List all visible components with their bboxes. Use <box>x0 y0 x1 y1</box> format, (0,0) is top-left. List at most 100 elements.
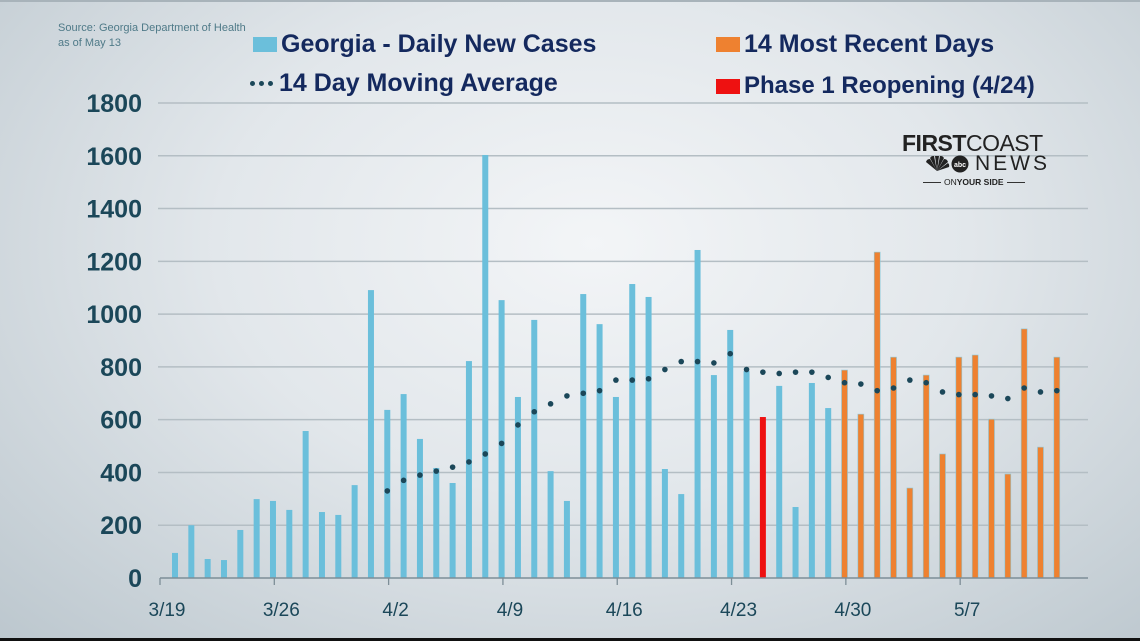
dotted-line-icon <box>250 81 273 86</box>
avg-point-4/27 <box>809 369 815 375</box>
y-tick-label: 200 <box>100 512 142 540</box>
avg-point-4/1 <box>384 488 391 494</box>
bar-5/3 <box>906 487 914 579</box>
y-tick-label: 800 <box>100 354 142 382</box>
legend-moving-average: 14 Day Moving Average <box>250 69 558 98</box>
y-tick-label: 600 <box>100 407 142 435</box>
avg-point-4/10 <box>531 408 538 415</box>
abc-icon: abc <box>951 155 969 173</box>
bar-3/30 <box>351 485 358 578</box>
bar-3/24 <box>253 499 260 578</box>
abc-text: abc <box>954 162 966 169</box>
bar-3/20 <box>188 525 195 578</box>
bar-4/5 <box>449 483 456 578</box>
y-tick-label: 1200 <box>86 248 142 276</box>
avg-point-4/30 <box>858 381 864 387</box>
bar-3/29 <box>335 514 342 578</box>
peacock-icon <box>926 156 950 171</box>
avg-point-5/1 <box>874 387 880 394</box>
avg-point-5/3 <box>907 377 913 383</box>
avg-point-4/16 <box>629 377 636 383</box>
logo-tagline: ON YOUR SIDE <box>920 177 1028 187</box>
bar-5/6 <box>955 356 963 579</box>
avg-point-4/20 <box>694 358 701 365</box>
bar-4/3 <box>416 438 423 578</box>
bar-4/30 <box>857 413 865 579</box>
bar-4/14 <box>596 324 603 578</box>
bar-4/13 <box>580 294 587 578</box>
bar-3/26 <box>286 509 293 578</box>
logo-coast: COAST <box>965 130 1043 156</box>
bar-3/28 <box>318 512 325 578</box>
avg-point-5/11 <box>1037 389 1044 395</box>
bar-4/20 <box>694 249 701 578</box>
y-axis-ticks: 0 200 400 600 800 1000 1200 1400 1600 1800 <box>86 90 142 593</box>
x-tick-label: 4/2 <box>382 600 408 621</box>
avg-point-4/6 <box>466 459 472 465</box>
avg-point-5/7 <box>972 391 978 398</box>
legend-swatch-red <box>716 78 740 94</box>
y-tick-label: 1800 <box>86 90 142 118</box>
bar-3/25 <box>269 500 276 578</box>
bar-4/28 <box>825 408 832 578</box>
avg-point-4/19 <box>678 358 685 365</box>
bar-3/21 <box>204 559 211 578</box>
tagline-your-side: YOUR SIDE <box>956 177 1004 187</box>
bar-4/15 <box>612 396 619 578</box>
bar-4/7 <box>482 154 489 578</box>
bar-4/29 <box>841 369 848 579</box>
avg-point-4/15 <box>613 377 619 383</box>
x-tick-label: 4/16 <box>606 600 643 621</box>
x-tick-label: 3/26 <box>263 600 300 621</box>
bar-5/7 <box>971 354 979 579</box>
avg-point-5/2 <box>890 385 897 391</box>
x-tick-label: 4/30 <box>834 600 871 621</box>
first-coast-news-logo: FIRSTCOAST abc NEWS ON YOUR SIDE <box>902 131 1067 189</box>
legend-phase1: Phase 1 Reopening (4/24) <box>716 72 1035 100</box>
legend-swatch-orange <box>716 37 740 52</box>
bar-4/2 <box>400 394 407 578</box>
avg-point-4/25 <box>776 370 783 377</box>
avg-point-4/13 <box>580 390 587 397</box>
avg-point-4/17 <box>645 375 652 382</box>
bar-4/1 <box>384 409 391 578</box>
avg-point-5/4 <box>923 379 929 386</box>
source-line: Source: Georgia Department of Health <box>58 22 246 34</box>
legend-label: 14 Day Moving Average <box>279 69 558 97</box>
avg-point-4/11 <box>547 401 554 407</box>
bar-4/9 <box>514 396 521 578</box>
legend-label: 14 Most Recent Days <box>744 30 995 58</box>
bar-4/26 <box>792 507 799 578</box>
logo-news-row: abc NEWS <box>924 153 1050 175</box>
source-note: Source: Georgia Department of Health as … <box>58 21 246 51</box>
avg-point-5/9 <box>1005 395 1011 402</box>
y-tick-label: 1400 <box>86 196 142 224</box>
y-tick-label: 0 <box>128 565 142 593</box>
bottom-border <box>0 638 1140 641</box>
bar-4/22 <box>727 329 734 578</box>
avg-point-4/18 <box>662 366 668 373</box>
bar-5/5 <box>939 453 946 579</box>
bar-3/31 <box>367 290 374 578</box>
source-date: as of May 13 <box>58 37 121 49</box>
bar-4/8 <box>498 300 505 578</box>
bar-3/27 <box>302 431 309 578</box>
avg-point-4/5 <box>449 464 456 470</box>
bar-4/23 <box>743 371 750 578</box>
bar-4/27 <box>808 382 815 578</box>
bar-4/18 <box>661 469 668 578</box>
bar-4/16 <box>629 284 636 578</box>
y-tick-label: 400 <box>100 459 142 487</box>
bar-5/10 <box>1020 328 1028 579</box>
bars <box>172 154 1061 579</box>
bar-4/10 <box>531 319 538 578</box>
avg-point-4/4 <box>433 468 440 474</box>
bar-4/12 <box>563 500 570 578</box>
bar-4/11 <box>547 471 554 578</box>
avg-point-5/5 <box>939 389 946 395</box>
bar-5/8 <box>988 418 995 579</box>
bar-5/4 <box>922 374 930 579</box>
legend-recent-days: 14 Most Recent Days <box>716 30 994 59</box>
